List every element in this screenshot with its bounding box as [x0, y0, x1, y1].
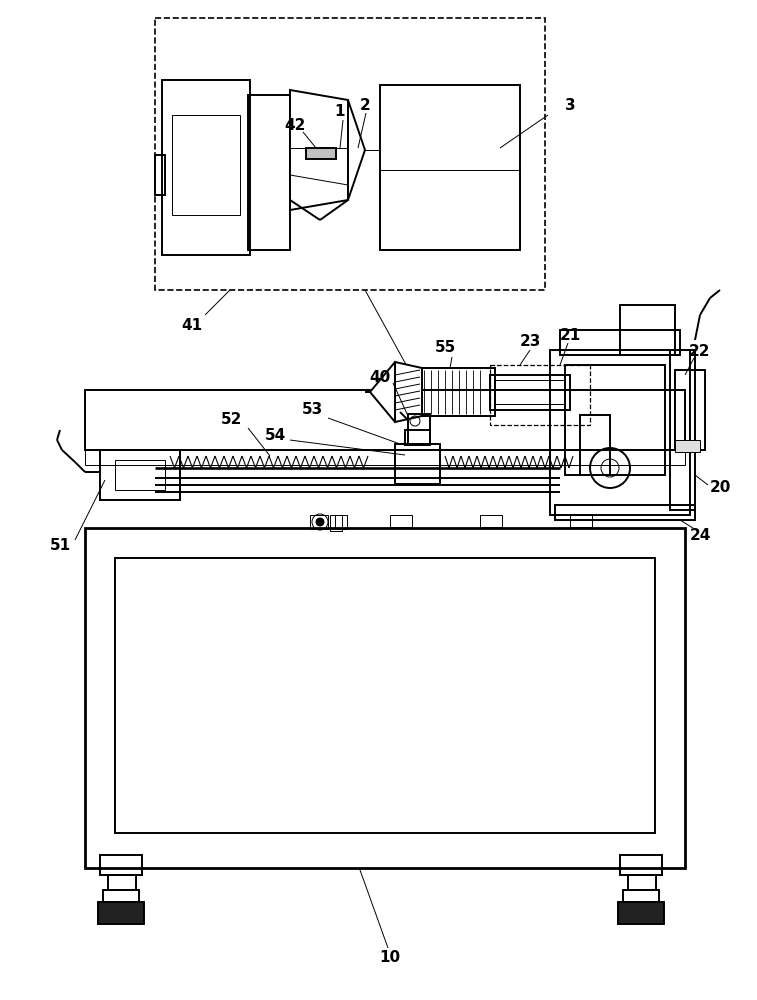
Bar: [155, 18, 545, 290]
Bar: [103, 890, 139, 902]
Text: 42: 42: [285, 117, 306, 132]
Bar: [550, 350, 690, 515]
Bar: [628, 875, 656, 890]
Text: 52: 52: [221, 412, 243, 428]
Bar: [490, 365, 590, 425]
Bar: [618, 902, 664, 924]
Bar: [490, 375, 570, 410]
Bar: [408, 414, 430, 444]
Bar: [620, 305, 675, 355]
Bar: [555, 505, 695, 520]
Bar: [675, 370, 705, 450]
Bar: [85, 528, 685, 868]
Bar: [115, 558, 655, 833]
Bar: [248, 95, 290, 250]
Bar: [420, 368, 495, 416]
Bar: [115, 460, 165, 490]
Bar: [85, 390, 685, 450]
Text: 53: 53: [301, 402, 322, 418]
Polygon shape: [370, 362, 395, 422]
Bar: [405, 430, 430, 445]
Bar: [330, 515, 342, 531]
Bar: [85, 450, 685, 465]
Bar: [306, 148, 336, 159]
Text: 22: 22: [690, 344, 711, 360]
Bar: [98, 902, 144, 924]
Bar: [495, 380, 565, 404]
Bar: [560, 330, 680, 355]
Text: 3: 3: [565, 98, 575, 112]
Bar: [310, 515, 328, 529]
Text: 10: 10: [379, 950, 400, 966]
Text: 24: 24: [690, 528, 711, 542]
Bar: [155, 155, 165, 195]
Text: 2: 2: [360, 98, 370, 112]
Circle shape: [316, 518, 324, 526]
Bar: [565, 365, 665, 475]
Bar: [395, 444, 440, 484]
Bar: [100, 855, 142, 875]
Text: 20: 20: [709, 481, 731, 495]
Polygon shape: [290, 90, 348, 210]
Text: 51: 51: [49, 538, 70, 552]
Bar: [335, 515, 347, 529]
Bar: [162, 80, 250, 255]
Bar: [623, 890, 659, 902]
Text: 55: 55: [435, 340, 456, 356]
Bar: [100, 450, 180, 500]
Bar: [108, 875, 136, 890]
Polygon shape: [395, 362, 422, 422]
Text: 40: 40: [369, 370, 391, 385]
Text: 54: 54: [264, 428, 285, 442]
Bar: [380, 85, 520, 250]
Bar: [670, 350, 695, 510]
Text: 41: 41: [182, 318, 203, 332]
Bar: [580, 415, 610, 475]
Text: 1: 1: [335, 104, 345, 119]
Text: 21: 21: [559, 328, 581, 342]
Bar: [570, 515, 592, 527]
Bar: [172, 115, 240, 215]
Bar: [380, 170, 520, 250]
Bar: [390, 515, 412, 527]
Bar: [620, 855, 662, 875]
Polygon shape: [348, 100, 365, 200]
Text: 23: 23: [519, 334, 540, 350]
Bar: [480, 515, 502, 527]
Bar: [675, 440, 700, 452]
